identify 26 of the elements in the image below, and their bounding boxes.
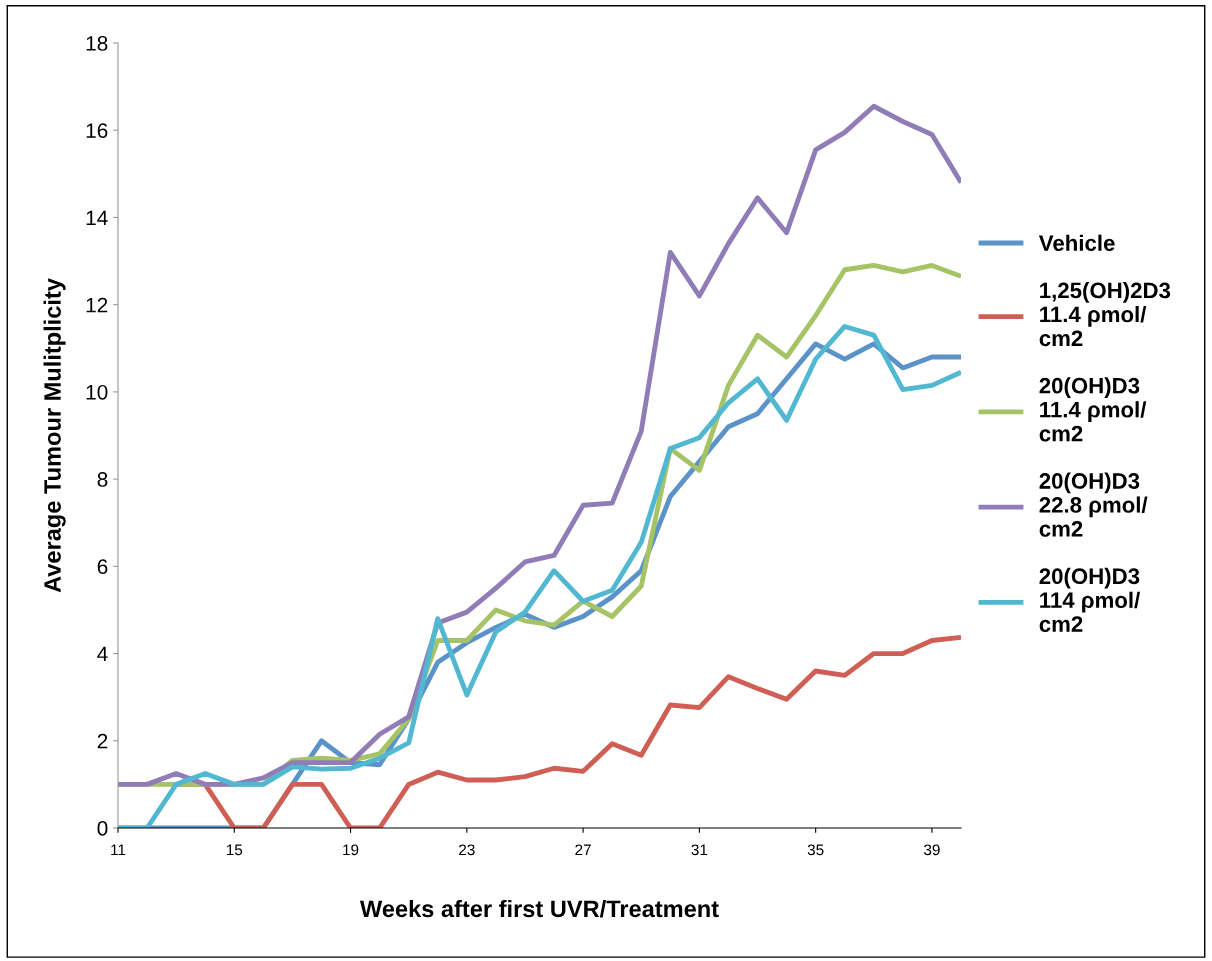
x-tick-label: 35	[807, 844, 824, 856]
y-tick-label: 8	[97, 472, 108, 487]
legend-label: 20(OH)D3 22.8 ρmol/ cm2	[1039, 472, 1148, 537]
y-tick-label: 18	[86, 36, 108, 51]
x-tick-label: 11	[111, 844, 126, 856]
y-tick-label: 0	[97, 821, 108, 836]
y-axis-title: Average Tumour Mulitplicity	[43, 278, 66, 593]
legend-label: 20(OH)D3 11.4 ρmol/ cm2	[1039, 377, 1147, 442]
y-tick-label: 14	[86, 210, 108, 225]
x-tick-label: 15	[226, 844, 243, 856]
legend-label: 20(OH)D3 114 ρmol/ cm2	[1039, 567, 1141, 632]
x-tick-label: 31	[691, 844, 708, 856]
x-tick-label: 27	[575, 844, 591, 856]
y-tick-label: 16	[86, 123, 108, 138]
x-tick-label: 39	[924, 844, 940, 856]
y-tick-label: 2	[97, 733, 108, 749]
y-tick-label: 10	[86, 384, 108, 400]
legend-label: 1,25(OH)2D3 11.4 ρmol/ cm2	[1039, 282, 1171, 347]
x-axis-title: Weeks after first UVR/Treatment	[359, 899, 719, 918]
y-tick-label: 4	[97, 646, 108, 662]
line-series	[118, 103, 961, 787]
legend-label: Vehicle	[1038, 234, 1115, 251]
x-tick-label: 19	[343, 844, 359, 856]
y-tick-label: 6	[97, 559, 108, 575]
x-tick-label: 23	[459, 844, 475, 856]
y-tick-label: 12	[86, 297, 108, 313]
